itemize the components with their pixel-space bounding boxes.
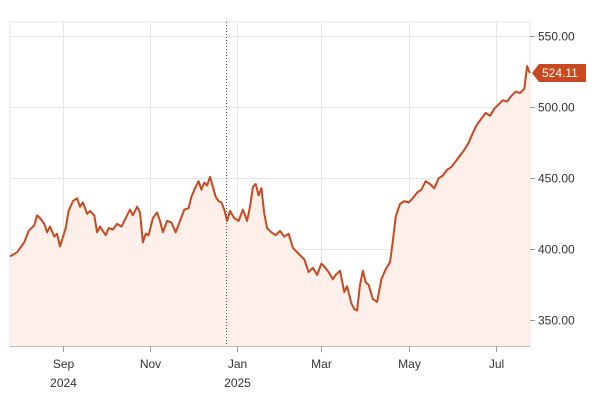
x-tick-label: Nov — [140, 357, 161, 371]
x-tick-year-label: 2024 — [50, 376, 77, 390]
y-tick-label: 400.00 — [538, 243, 575, 257]
last-price-badge-shape — [532, 64, 586, 83]
y-tick-label: 500.00 — [538, 101, 575, 115]
x-tick-label: May — [398, 357, 421, 371]
last-price-badge: 524.11 — [532, 64, 586, 83]
x-tick-label: Sep — [53, 357, 75, 371]
y-axis: 550.00 500.00 450.00 400.00 350.00 — [530, 30, 575, 328]
x-axis: Sep 2024 Nov Jan 2025 Mar May Jul — [50, 346, 504, 390]
y-tick-label: 350.00 — [538, 314, 575, 328]
series-line — [9, 65, 531, 312]
last-price-label: 524.11 — [542, 66, 578, 80]
x-tick-label: Jul — [489, 357, 504, 371]
x-tick-label: Jan — [228, 357, 247, 371]
x-tick-year-label: 2025 — [224, 376, 251, 390]
y-tick-label: 550.00 — [538, 30, 575, 44]
x-tick-label: Mar — [311, 357, 332, 371]
series-area-fill — [10, 66, 530, 346]
y-tick-label: 450.00 — [538, 172, 575, 186]
